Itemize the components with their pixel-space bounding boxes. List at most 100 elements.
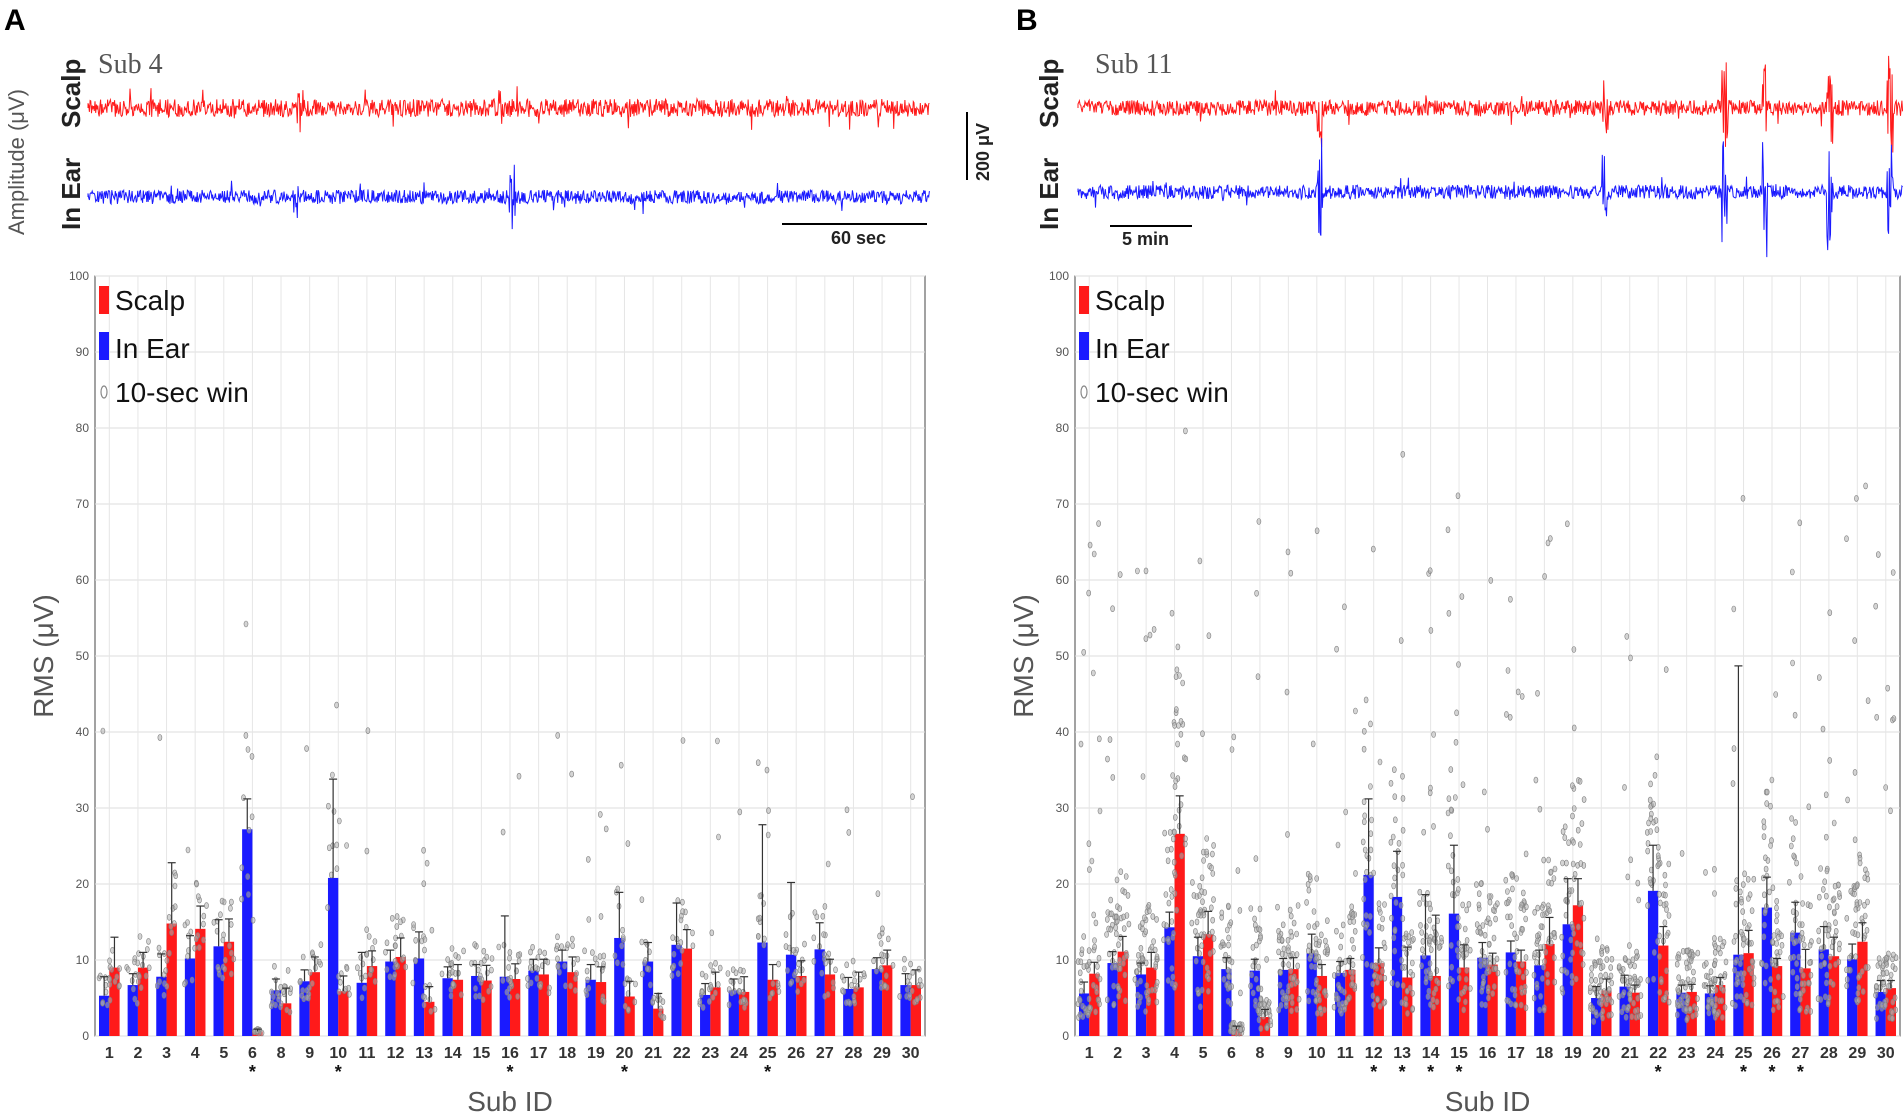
window-point [515,993,520,1000]
window-point [1779,941,1785,949]
bar-inear [1647,890,1659,1036]
window-point [1486,941,1492,948]
window-point [1253,921,1258,929]
window-point [1248,982,1253,990]
window-point [1173,814,1178,821]
window-point [1494,955,1500,963]
window-point [1794,974,1800,982]
panel-a-amplitude-label: Amplitude (μV) [4,89,29,235]
window-point [1797,937,1802,944]
window-point [841,988,847,995]
window-point [1566,839,1571,847]
window-point [228,921,234,928]
window-point [1253,975,1259,983]
window-point [1808,971,1814,979]
window-point [1625,873,1631,881]
window-point [1591,1018,1596,1025]
window-point [776,960,781,968]
window-point [1793,819,1798,826]
window-point [411,921,416,928]
window-point [1453,738,1459,746]
window-point [1363,696,1369,704]
panel-a-subject-label: Sub 4 [98,49,163,80]
window-point [243,620,249,628]
window-point [1559,966,1564,974]
window-point [1409,929,1414,936]
window-point [1124,952,1130,960]
window-point [1420,946,1425,954]
window-point [1423,978,1429,986]
window-point [393,942,398,950]
window-point [334,865,340,873]
window-point [554,942,560,950]
window-point [882,982,888,990]
window-point [1407,984,1413,992]
window-point [1450,878,1456,886]
window-point [1322,987,1328,995]
window-point [1392,947,1397,955]
window-point [1853,921,1858,929]
window-point [710,968,716,975]
bar-inear [1477,957,1488,1036]
window-point [1250,944,1256,951]
window-point [1106,950,1112,958]
window-point [1856,996,1861,1004]
window-point [1658,899,1663,907]
window-point [1474,881,1479,888]
window-point [1891,715,1897,722]
window-point [598,913,604,920]
window-point [1524,969,1529,976]
window-point [615,885,621,893]
window-point [365,727,371,735]
window-point [1264,956,1269,963]
bar-scalp [223,941,235,1036]
window-point [904,986,910,993]
window-point [1796,953,1802,961]
window-point [1226,934,1231,942]
window-point [1648,828,1653,835]
window-point [1806,979,1811,987]
window-point [1534,959,1539,966]
window-point [432,1005,438,1013]
window-point [163,967,168,975]
window-point [489,955,495,962]
bar-inear [728,990,739,1036]
window-point [1731,938,1737,945]
window-point [1721,986,1726,994]
window-point [1200,958,1206,966]
window-point [1238,1026,1243,1033]
window-point [1193,928,1198,935]
window-point [861,970,867,978]
bar-scalp [1117,951,1128,1036]
window-point [1764,800,1769,807]
window-point [1396,839,1402,847]
window-point [1559,985,1565,993]
window-point [1792,711,1798,719]
window-point [1774,917,1779,925]
x-tick-label: 8 [277,1045,286,1062]
window-point [1368,783,1373,790]
window-point [1570,782,1575,790]
window-point [250,916,256,924]
window-point [1763,962,1769,970]
window-point [1092,943,1097,951]
window-point [546,989,552,997]
window-point [559,943,564,950]
window-point [1461,1006,1466,1014]
window-point [1705,1003,1711,1011]
window-point [1720,942,1725,950]
window-point [1261,1000,1267,1008]
window-point [1122,888,1128,896]
window-point [1854,495,1859,502]
window-point [905,978,911,985]
window-point [1459,593,1465,600]
window-point [1738,960,1743,968]
window-point [1787,878,1792,886]
window-point [1464,950,1469,958]
window-point [227,942,232,950]
window-point [1180,679,1185,687]
window-point [304,987,310,994]
window-point [1428,970,1433,978]
window-point [1400,871,1406,879]
window-point [1367,913,1373,920]
